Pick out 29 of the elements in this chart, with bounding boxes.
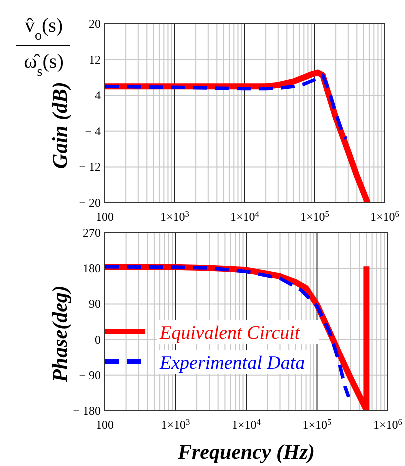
x-tick-label: 1×10$^{6}$ [370,210,400,224]
y-tick-label: 90 [89,297,101,312]
text: ω̂$_{s}$(s) [24,51,64,80]
y-axis-title: Gain (dB) [48,82,72,169]
y-tick-label: 12 [89,52,101,67]
chart-title: v̂$_{o}$(s) [24,15,64,44]
y-tick-label: 20 [89,17,101,31]
x-tick-label: 1×10$^{4}$ [230,210,260,224]
y-tick-label: 4 [95,88,101,103]
x-axis-title: Frequency (Hz) [176,440,316,464]
y-tick-label: − 90 [79,368,101,382]
x-tick-label: 100 [96,210,114,224]
y-axis-title: Phase(deg) [48,286,72,384]
legend-label: Equivalent Circuit [159,323,301,344]
x-tick-label: 1×10$^{5}$ [302,418,332,432]
y-tick-label: 0 [95,332,101,347]
x-tick-label: 1×10$^{3}$ [160,210,190,224]
y-tick-label: − 180 [73,404,101,418]
x-tick-label: 1×10$^{6}$ [374,418,402,432]
y-tick-label: − 12 [79,160,101,174]
x-tick-label: 100 [96,418,114,432]
y-tick-label: 180 [83,262,101,276]
y-tick-label: − 4 [85,124,101,138]
y-tick-label: 270 [83,226,101,240]
x-tick-label: 1×10$^{3}$ [161,418,190,432]
x-tick-label: 1×10$^{5}$ [300,210,330,224]
legend-label: Experimental Data [159,353,306,374]
x-tick-label: 1×10$^{4}$ [232,418,262,432]
y-tick-label: − 20 [79,196,101,210]
